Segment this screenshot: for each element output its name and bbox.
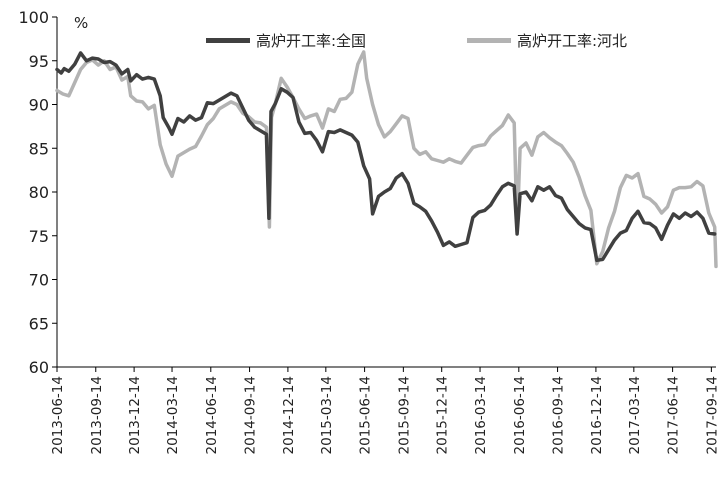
legend-item-national: 高炉开工率:全国 bbox=[206, 30, 366, 51]
y-tick-label: 80 bbox=[29, 183, 49, 202]
x-tick-label: 2017-09-14 bbox=[704, 376, 720, 454]
x-tick-label: 2016-12-14 bbox=[589, 376, 605, 454]
y-tick-label: 95 bbox=[29, 52, 49, 71]
legend-item-hebei: 高炉开工率:河北 bbox=[467, 30, 627, 51]
series-line-national bbox=[55, 51, 717, 263]
y-tick-label: 85 bbox=[29, 139, 49, 158]
y-tick-label: 90 bbox=[29, 96, 49, 115]
x-tick-label: 2016-03-14 bbox=[473, 376, 489, 454]
x-tick-label: 2014-06-14 bbox=[204, 376, 220, 454]
y-tick-label: 60 bbox=[29, 358, 49, 377]
legend-label-hebei: 高炉开工率:河北 bbox=[517, 32, 628, 50]
x-tick-label: 2016-09-14 bbox=[551, 376, 567, 454]
x-tick-label: 2015-12-14 bbox=[435, 376, 451, 454]
x-tick-label: 2015-06-14 bbox=[358, 376, 374, 454]
x-tick-label: 2014-03-14 bbox=[165, 376, 181, 454]
x-tick-label: 2013-09-14 bbox=[89, 376, 105, 454]
x-tick-label: 2014-12-14 bbox=[281, 376, 297, 454]
x-tick-label: 2016-06-14 bbox=[512, 376, 528, 454]
y-tick-label: 100 bbox=[18, 8, 49, 27]
y-tick-label: 75 bbox=[29, 227, 49, 246]
axes: 60 65 70 75 80 85 90 95 100 2013-06-14 2013-09-14 2… bbox=[18, 8, 720, 454]
x-tick-label: 2013-12-14 bbox=[127, 376, 143, 454]
y-tick-label: 65 bbox=[29, 314, 49, 333]
x-tick-label: 2015-03-14 bbox=[319, 376, 335, 454]
unit-label: % bbox=[74, 14, 89, 32]
legend-label-national: 高炉开工率:全国 bbox=[256, 32, 367, 50]
y-tick-label: 70 bbox=[29, 271, 49, 290]
x-tick-label: 2013-06-14 bbox=[50, 376, 66, 454]
legend-swatch-hebei bbox=[467, 38, 511, 43]
x-tick-label: 2017-06-14 bbox=[666, 376, 682, 454]
series-line-hebei bbox=[55, 50, 718, 269]
x-tick-label: 2017-03-14 bbox=[627, 376, 643, 454]
series-layer bbox=[55, 50, 718, 269]
legend-swatch-national bbox=[206, 38, 250, 43]
x-tick-label: 2014-09-14 bbox=[243, 376, 259, 454]
x-tick-label: 2015-09-14 bbox=[396, 376, 412, 454]
